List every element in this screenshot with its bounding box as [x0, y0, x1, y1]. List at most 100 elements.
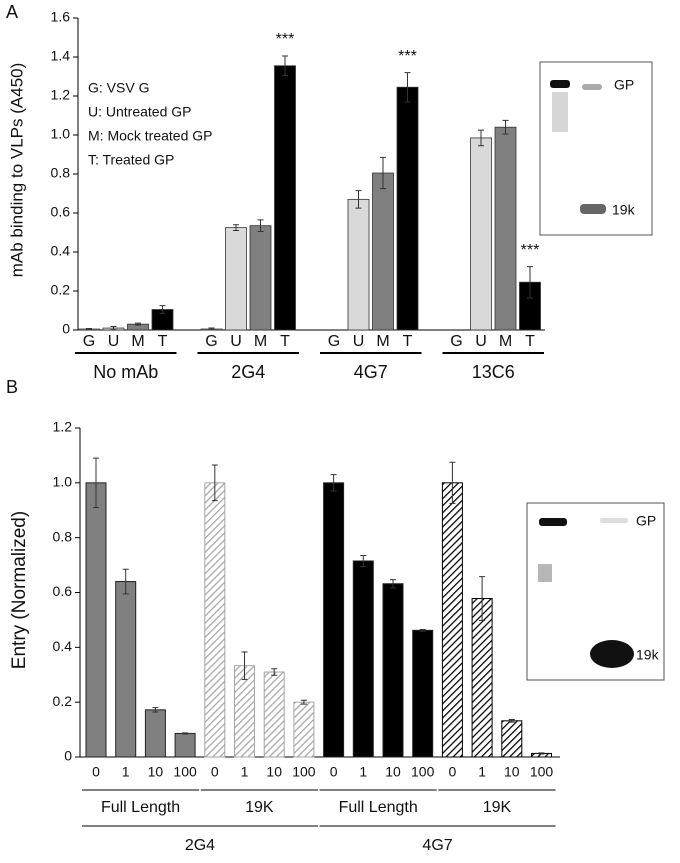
error-bar — [152, 707, 159, 713]
x-tick-label: 0 — [211, 764, 219, 780]
error-bar — [355, 190, 362, 209]
bar — [225, 227, 247, 331]
legend-text: U: Untreated GP — [88, 104, 192, 120]
inset-blot — [526, 61, 665, 681]
error-bar — [360, 554, 367, 567]
x-tick-label: 100 — [530, 764, 554, 780]
x-tick-label: T — [280, 333, 290, 350]
legend-text: T: Treated GP — [88, 152, 174, 168]
x-tick-label: 100 — [411, 764, 435, 780]
bar — [144, 709, 166, 758]
y-tick-label: 0.8 — [51, 165, 71, 181]
x-tick-label: M — [499, 333, 512, 350]
x-tick-label: T — [403, 333, 413, 350]
bar — [323, 482, 345, 758]
error-bar — [257, 219, 264, 233]
x-tick-label: T — [158, 333, 168, 350]
inset-label: 19k — [612, 202, 636, 218]
bar — [249, 225, 272, 331]
inset-label: 19k — [636, 647, 660, 663]
bar — [85, 482, 107, 758]
bar — [274, 65, 296, 331]
group-label: 2G4 — [231, 362, 265, 382]
group-label: 13C6 — [472, 362, 515, 382]
y-tick-label: 0.6 — [53, 583, 73, 599]
x-tick-label: 1 — [241, 764, 249, 780]
x-tick-label: G — [450, 333, 462, 350]
bar — [494, 126, 517, 331]
bar — [347, 198, 370, 331]
y-tick-label: 1.4 — [51, 48, 71, 64]
x-tick-label: T — [525, 333, 535, 350]
x-tick-label: 0 — [92, 764, 100, 780]
legend-text: M: Mock treated GP — [88, 128, 212, 144]
error-bar — [502, 119, 509, 135]
legend-text: G: VSV G — [88, 80, 149, 96]
y-tick-label: 1.2 — [51, 87, 71, 103]
y-tick-label: 0 — [64, 748, 72, 764]
subgroup-label: 19K — [245, 799, 274, 816]
y-tick-label: 0.2 — [51, 282, 71, 298]
error-bar — [478, 129, 484, 147]
error-bar — [93, 457, 99, 509]
x-tick-label: M — [131, 333, 144, 350]
error-bar — [271, 668, 278, 676]
inset-label: GP — [614, 77, 634, 93]
y-tick-label: 0 — [62, 321, 70, 337]
bar — [204, 482, 226, 758]
error-bar — [208, 327, 215, 331]
panel-label: B — [6, 377, 18, 397]
bar — [382, 583, 404, 758]
error-bar — [159, 305, 166, 314]
group-label: 4G7 — [422, 837, 452, 854]
error-bar — [390, 579, 396, 589]
error-bar — [538, 752, 545, 755]
x-tick-label: 1 — [478, 764, 486, 780]
bar — [501, 720, 523, 758]
panel-label: A — [6, 2, 18, 22]
y-tick-label: 1.0 — [51, 126, 71, 142]
bar — [352, 560, 374, 758]
y-tick-label: 0.6 — [51, 204, 71, 220]
x-tick-label: 10 — [148, 764, 164, 780]
error-bar — [330, 474, 337, 492]
error-bar — [300, 699, 307, 705]
bar — [263, 671, 285, 758]
error-bar — [282, 55, 288, 77]
inset-label: GP — [636, 513, 656, 529]
error-bar — [122, 568, 129, 595]
group-label: 4G7 — [354, 362, 388, 382]
error-bar — [86, 327, 92, 331]
x-tick-label: G — [83, 333, 95, 350]
y-tick-label: 0.2 — [53, 693, 73, 709]
bar — [293, 701, 315, 758]
y-axis-label: Entry (Normalized) — [9, 511, 30, 669]
x-tick-label: 1 — [122, 764, 130, 780]
y-tick-label: 1.6 — [51, 9, 71, 25]
x-tick-label: U — [475, 333, 487, 350]
x-tick-label: 0 — [449, 764, 457, 780]
y-tick-label: 0.4 — [53, 638, 73, 654]
x-tick-label: U — [108, 333, 120, 350]
x-tick-label: 10 — [266, 764, 282, 780]
y-tick-label: 0.8 — [53, 528, 73, 544]
bar — [396, 86, 419, 331]
bar — [372, 172, 394, 331]
bar — [441, 482, 463, 758]
x-tick-label: 0 — [330, 764, 338, 780]
x-tick-label: 100 — [173, 764, 197, 780]
y-axis-label: mAb binding to VLPs (A450) — [7, 63, 26, 278]
x-tick-label: U — [353, 333, 365, 350]
x-tick-label: G — [205, 333, 217, 350]
bar — [412, 629, 434, 758]
error-bar — [110, 325, 117, 331]
error-bar — [404, 72, 411, 103]
x-tick-label: G — [328, 333, 340, 350]
x-tick-label: 10 — [385, 764, 401, 780]
error-bar — [419, 629, 426, 632]
error-bar — [380, 156, 386, 190]
group-label: 2G4 — [185, 837, 215, 854]
bar — [470, 137, 492, 331]
x-tick-label: 10 — [504, 764, 520, 780]
